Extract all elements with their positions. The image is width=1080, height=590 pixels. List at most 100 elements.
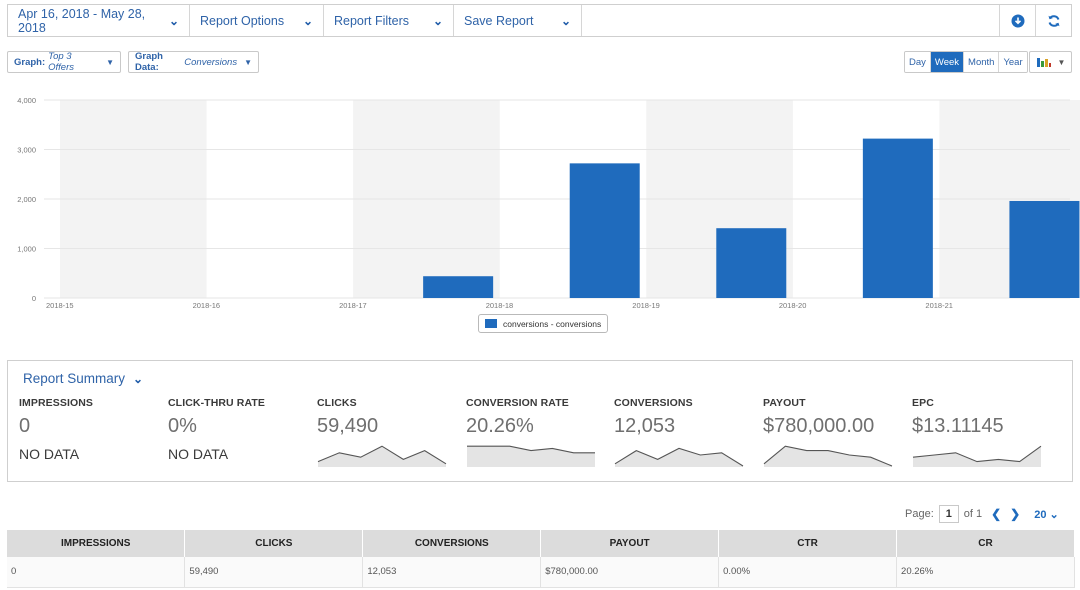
report-options-dropdown[interactable]: Report Options ⌄	[190, 5, 324, 36]
column-header-ctr[interactable]: CTR	[718, 530, 898, 557]
chart-bar	[862, 138, 933, 298]
period-month[interactable]: Month	[964, 52, 1000, 72]
y-tick-label: 3,000	[17, 146, 36, 155]
download-button[interactable]	[999, 5, 1035, 36]
page-number-input[interactable]: 1	[938, 505, 959, 523]
x-tick-label: 2018-18	[486, 301, 514, 310]
report-filters-label: Report Filters	[334, 13, 410, 28]
x-tick-label: 2018-15	[46, 301, 74, 310]
chevron-down-icon: ⌄	[1049, 508, 1059, 521]
metric-label: CLICKS	[317, 397, 357, 409]
metric-label: IMPRESSIONS	[19, 397, 94, 409]
chevron-down-icon: ⌄	[168, 13, 179, 28]
table-cell: 12,053	[362, 557, 542, 588]
period-year[interactable]: Year	[999, 52, 1027, 72]
page-total: of 1	[963, 508, 983, 520]
report-toolbar: Apr 16, 2018 - May 28, 2018 ⌄ Report Opt…	[7, 4, 1072, 37]
sparkline-area	[615, 448, 743, 467]
chevron-down-icon: ⌄	[133, 371, 144, 386]
prev-page-icon[interactable]: ❮	[991, 507, 1002, 521]
metric-epc: EPC $13.11145	[912, 397, 1052, 469]
sparkline-line	[614, 447, 744, 467]
y-tick-label: 4,000	[17, 96, 36, 105]
report-summary-toggle[interactable]: Report Summary ⌄	[23, 371, 143, 386]
page-size-value: 20	[1034, 508, 1047, 521]
legend-label: conversions - conversions	[503, 318, 602, 329]
chevron-down-icon: ⌄	[302, 13, 313, 28]
date-range-label: Apr 16, 2018 - May 28, 2018	[18, 6, 146, 35]
chevron-down-icon: ⌄	[432, 13, 443, 28]
epc-sparkline	[912, 445, 1042, 467]
page-size-dropdown[interactable]: 20 ⌄	[1034, 508, 1059, 521]
metric-payout: PAYOUT $780,000.00	[763, 397, 903, 469]
chart-bar	[716, 228, 787, 298]
next-page-icon[interactable]: ❯	[1010, 507, 1021, 521]
sparkline-area	[467, 446, 595, 467]
y-tick-label: 0	[32, 294, 36, 303]
column-header-impressions[interactable]: IMPRESSIONS	[7, 530, 186, 557]
metric-label: CLICK-THRU RATE	[168, 397, 265, 409]
sparkline-line	[763, 445, 893, 467]
metric-no-data: NO DATA	[168, 446, 229, 462]
period-toggle: Day Week Month Year	[904, 51, 1028, 73]
table-cell: $780,000.00	[540, 557, 720, 588]
table-header-row: IMPRESSIONS CLICKS CONVERSIONS PAYOUT CT…	[7, 530, 1075, 557]
metric-label: CONVERSION RATE	[466, 397, 569, 409]
metric-conversions: CONVERSIONS 12,053	[614, 397, 754, 469]
chart-bar	[569, 163, 640, 298]
chart-bar	[1009, 200, 1080, 298]
pagination: Page: 1 of 1 ❮ ❯ 20 ⌄	[905, 505, 1059, 523]
page-label: Page:	[905, 508, 934, 520]
bar-chart-icon	[1036, 57, 1051, 67]
graph-data-label: Graph Data:	[135, 51, 163, 73]
table-cell: 0	[7, 557, 186, 588]
table-cell: 59,490	[184, 557, 364, 588]
y-tick-label: 2,000	[17, 195, 36, 204]
graph-value: Top 3 Offers	[48, 51, 75, 73]
download-icon	[1011, 14, 1024, 27]
metric-value: $780,000.00	[763, 415, 875, 437]
save-report-dropdown[interactable]: Save Report ⌄	[454, 5, 582, 36]
metric-label: CONVERSIONS	[614, 397, 693, 409]
graph-offers-dropdown[interactable]: Graph: Top 3 Offers ▼	[7, 51, 121, 73]
period-week[interactable]: Week	[930, 52, 965, 72]
sparkline-line	[467, 445, 595, 454]
period-day[interactable]: Day	[905, 52, 931, 72]
report-table: IMPRESSIONS CLICKS CONVERSIONS PAYOUT CT…	[7, 530, 1075, 588]
clicks-sparkline	[317, 445, 447, 467]
date-range-picker[interactable]: Apr 16, 2018 - May 28, 2018 ⌄	[8, 5, 190, 36]
x-tick-label: 2018-21	[925, 301, 953, 310]
save-report-label: Save Report	[464, 13, 534, 28]
x-tick-label: 2018-20	[779, 301, 807, 310]
report-filters-dropdown[interactable]: Report Filters ⌄	[324, 5, 454, 36]
column-header-clicks[interactable]: CLICKS	[184, 530, 364, 557]
caret-down-icon: ▼	[106, 57, 114, 67]
column-header-payout[interactable]: PAYOUT	[540, 530, 720, 557]
metric-label: EPC	[912, 397, 934, 409]
report-options-label: Report Options	[200, 13, 285, 28]
table-row: 0 59,490 12,053 $780,000.00 0.00% 20.26%	[7, 557, 1075, 588]
table-cell: 0.00%	[718, 557, 898, 588]
metric-value: $13.11145	[912, 415, 1004, 437]
refresh-icon	[1048, 14, 1059, 27]
column-header-conversions[interactable]: CONVERSIONS	[362, 530, 542, 557]
chart-legend[interactable]: conversions - conversions	[478, 314, 609, 333]
chart-type-dropdown[interactable]: ▼	[1029, 51, 1072, 73]
graph-data-value: Conversions	[184, 56, 238, 68]
graph-data-dropdown[interactable]: Graph Data: Conversions ▼	[128, 51, 259, 73]
metric-conversion-rate: CONVERSION RATE 20.26%	[466, 397, 606, 469]
metric-value: 0	[19, 415, 31, 437]
metric-value: 59,490	[317, 415, 379, 437]
sparkline-area	[764, 446, 892, 467]
y-tick-label: 1,000	[17, 245, 36, 254]
graph-label: Graph:	[14, 56, 46, 68]
report-summary-panel: Report Summary ⌄ IMPRESSIONS 0 NO DATA C…	[7, 360, 1073, 482]
refresh-button[interactable]	[1035, 5, 1071, 36]
caret-down-icon: ▼	[1057, 57, 1066, 67]
conversions-sparkline	[614, 447, 744, 467]
metric-click-thru-rate: CLICK-THRU RATE 0% NO DATA	[168, 397, 308, 462]
column-header-cr[interactable]: CR	[896, 530, 1075, 557]
metric-value: 20.26%	[466, 415, 534, 437]
x-tick-label: 2018-17	[339, 301, 367, 310]
metric-label: PAYOUT	[763, 397, 806, 409]
